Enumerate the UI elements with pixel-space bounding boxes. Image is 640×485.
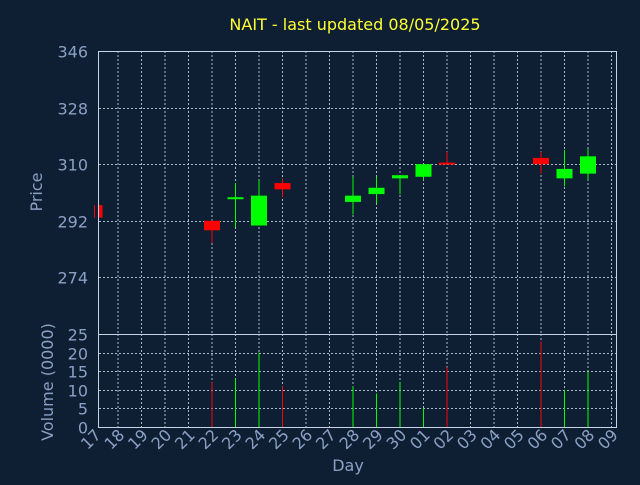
price-y-tick-label: 310 [57, 156, 88, 175]
price-y-tick-labels: 274 292 310 328 346 [57, 43, 88, 288]
price-candles [94, 148, 596, 243]
candle-body [99, 205, 103, 218]
candle-body [533, 157, 549, 165]
candle-body [274, 183, 291, 190]
candle-body [392, 175, 408, 179]
price-y-tick-label: 346 [57, 43, 88, 62]
volume-y-tick-label: 10 [68, 382, 88, 401]
candle-body [345, 195, 361, 202]
x-axis-label: Day [332, 456, 364, 475]
candle-body [227, 197, 244, 200]
volume-y-tick-label: 20 [68, 345, 88, 364]
volume-y-tick-label: 5 [78, 400, 88, 419]
candle-body [580, 156, 596, 174]
price-y-tick-label: 328 [57, 100, 88, 119]
volume-y-tick-label: 15 [68, 363, 88, 382]
volume-panel-frame [98, 334, 617, 428]
candle-body [368, 187, 385, 195]
x-tick-labels: 1718192021222324252627282930010203040506… [77, 425, 622, 453]
volume-axis-label: Volume (0000) [38, 323, 57, 441]
chart-title: NAIT - last updated 08/05/2025 [229, 15, 480, 34]
candle-body [204, 220, 220, 231]
candle-body [556, 168, 573, 179]
candle-body [439, 162, 455, 165]
candle-body [415, 164, 432, 177]
volume-y-tick-label: 0 [78, 419, 88, 438]
price-axis-label: Price [27, 172, 46, 211]
price-y-tick-label: 274 [57, 269, 88, 288]
volume-y-tick-label: 25 [68, 326, 88, 345]
price-y-tick-label: 292 [57, 213, 88, 232]
candle-body [251, 195, 267, 226]
volume-bars [211, 341, 589, 427]
